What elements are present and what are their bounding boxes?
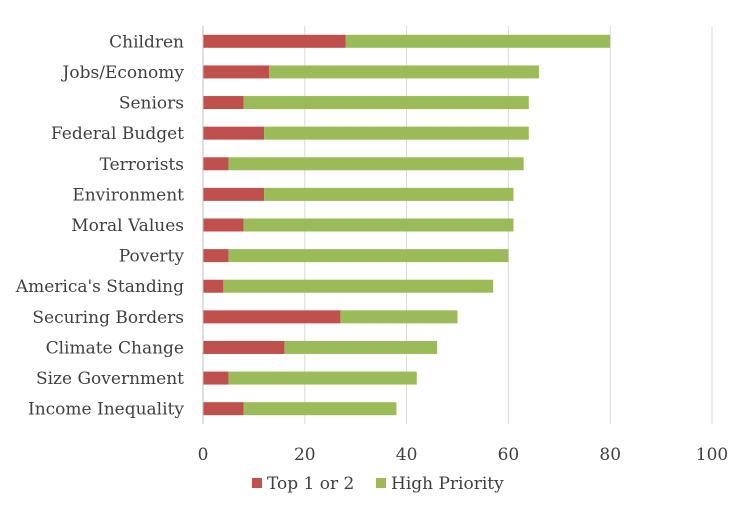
x-tick-label: 60 xyxy=(498,445,520,465)
bar-high-priority-7 xyxy=(228,249,509,263)
x-tick-labels: 0 20 40 60 80 100 xyxy=(198,445,729,465)
bar-top-1-or-2-9 xyxy=(203,310,341,324)
bar-top-1-or-2-0 xyxy=(203,34,346,48)
bar-top-1-or-2-1 xyxy=(203,65,270,79)
x-tick-label: 0 xyxy=(198,445,209,465)
legend-swatch-top-1-or-2 xyxy=(252,478,262,488)
bar-top-1-or-2-2 xyxy=(203,96,244,110)
category-label: Securing Borders xyxy=(32,308,184,328)
bar-high-priority-3 xyxy=(264,126,529,140)
category-label: Environment xyxy=(72,185,184,205)
category-labels: Children Jobs/Economy Seniors Federal Budge… xyxy=(15,32,185,419)
bar-top-1-or-2-6 xyxy=(203,218,244,232)
bar-high-priority-1 xyxy=(269,65,539,79)
bar-high-priority-8 xyxy=(223,279,494,293)
bars xyxy=(203,34,611,416)
bar-top-1-or-2-10 xyxy=(203,340,285,354)
bar-top-1-or-2-7 xyxy=(203,249,229,263)
bar-top-1-or-2-12 xyxy=(203,402,244,416)
category-label: Seniors xyxy=(119,94,184,114)
x-tick-label: 20 xyxy=(294,445,316,465)
bar-top-1-or-2-11 xyxy=(203,371,229,385)
category-label: Income Inequality xyxy=(28,400,184,420)
category-label: Children xyxy=(109,32,184,52)
bar-high-priority-2 xyxy=(243,96,529,110)
category-label: Climate Change xyxy=(46,338,184,358)
legend-label: Top 1 or 2 xyxy=(267,474,354,494)
bar-high-priority-10 xyxy=(284,340,438,354)
bar-high-priority-9 xyxy=(340,310,458,324)
category-label: Jobs/Economy xyxy=(61,63,185,83)
bar-high-priority-4 xyxy=(228,157,524,171)
category-label: Federal Budget xyxy=(51,124,184,144)
bar-high-priority-5 xyxy=(264,187,514,201)
bar-top-1-or-2-4 xyxy=(203,157,229,171)
category-label: America's Standing xyxy=(15,277,184,297)
legend-swatch-high-priority xyxy=(376,478,386,488)
legend: Top 1 or 2 High Priority xyxy=(252,474,504,494)
x-tick-label: 40 xyxy=(396,445,418,465)
bar-top-1-or-2-8 xyxy=(203,279,224,293)
bar-high-priority-12 xyxy=(243,402,397,416)
x-tick-label: 80 xyxy=(599,445,621,465)
bar-high-priority-11 xyxy=(228,371,417,385)
bar-top-1-or-2-5 xyxy=(203,187,265,201)
x-tick-label: 100 xyxy=(696,445,728,465)
bar-top-1-or-2-3 xyxy=(203,126,265,140)
category-label: Moral Values xyxy=(71,216,184,236)
bar-high-priority-0 xyxy=(345,34,611,48)
bar-high-priority-6 xyxy=(243,218,514,232)
legend-label: High Priority xyxy=(391,474,504,494)
category-label: Size Government xyxy=(36,369,184,389)
category-label: Terrorists xyxy=(100,155,184,175)
category-label: Poverty xyxy=(119,247,185,267)
